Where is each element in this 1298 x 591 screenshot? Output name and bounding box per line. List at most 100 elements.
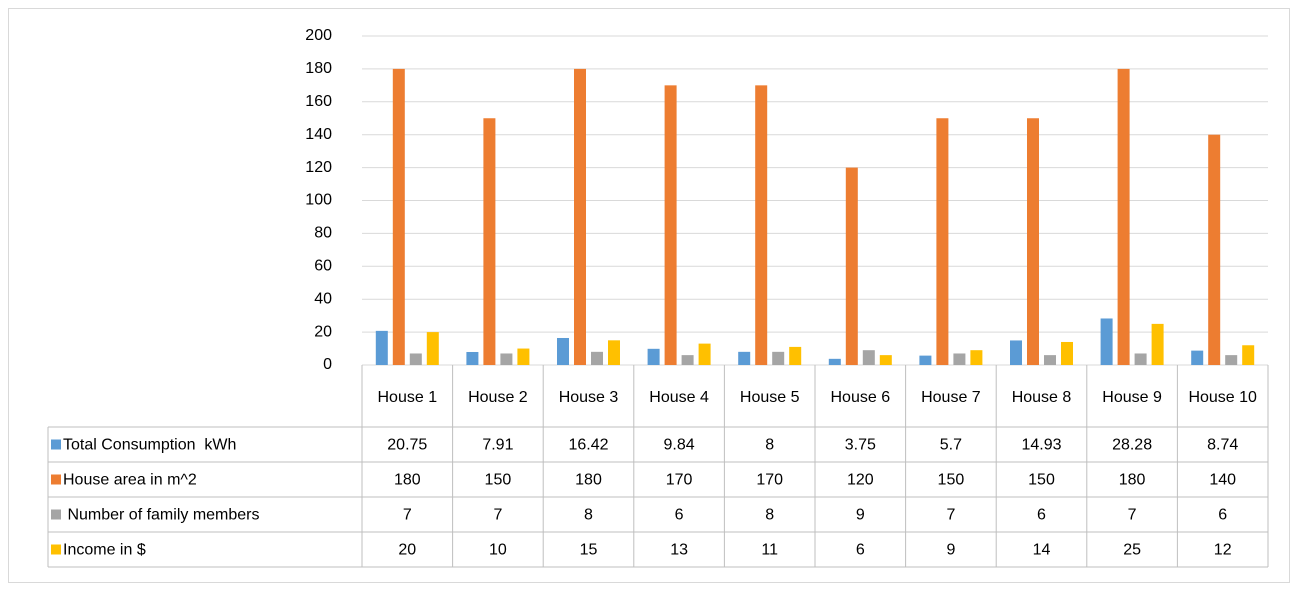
y-tick-label: 0 <box>323 356 332 373</box>
table-cell: 12 <box>1214 542 1232 559</box>
bar <box>919 355 932 365</box>
bar <box>1225 355 1238 365</box>
y-tick-label: 60 <box>314 258 332 275</box>
x-tick-label: House 8 <box>1012 389 1072 406</box>
bar <box>1242 345 1255 365</box>
table-cell: 180 <box>394 472 421 489</box>
table-cell: 170 <box>666 472 693 489</box>
legend-label: Income in $ <box>63 542 146 559</box>
legend-key <box>51 439 61 450</box>
table-cell: 28.28 <box>1112 437 1152 454</box>
table-cell: 6 <box>675 507 684 524</box>
bar <box>828 358 841 365</box>
legend-key <box>51 509 61 520</box>
table-cell: 9.84 <box>664 437 695 454</box>
bar <box>375 330 388 365</box>
y-tick-label: 160 <box>305 93 332 110</box>
table-cell: 6 <box>1037 507 1046 524</box>
bar <box>1151 323 1164 365</box>
table-cell: 170 <box>756 472 783 489</box>
bar <box>483 118 496 365</box>
table-cell: 9 <box>946 542 955 559</box>
bar <box>953 353 966 365</box>
bar <box>664 85 677 365</box>
table-cell: 120 <box>847 472 874 489</box>
bar <box>426 332 439 365</box>
bar <box>738 351 751 365</box>
bar <box>409 353 422 365</box>
bar <box>647 348 660 365</box>
y-tick-label: 80 <box>314 225 332 242</box>
table-cell: 6 <box>1218 507 1227 524</box>
table-cell: 180 <box>575 472 602 489</box>
bar <box>574 68 586 366</box>
x-tick-label: House 9 <box>1102 389 1162 406</box>
table-cell: 7 <box>1128 507 1137 524</box>
legend-label: Number of family members <box>63 507 260 524</box>
bar <box>936 118 949 365</box>
table-cell: 25 <box>1123 542 1141 559</box>
bar <box>466 351 479 365</box>
x-tick-label: House 1 <box>378 389 438 406</box>
bar <box>557 337 569 365</box>
y-tick-label: 120 <box>305 159 332 176</box>
table-cell: 9 <box>856 507 865 524</box>
bar <box>789 346 802 365</box>
table-cell: 6 <box>856 542 865 559</box>
y-tick-label: 140 <box>305 126 332 143</box>
x-tick-label: House 7 <box>921 389 981 406</box>
bar <box>392 68 405 366</box>
x-tick-label: House 4 <box>649 389 709 406</box>
bar <box>1100 318 1113 365</box>
bar <box>879 355 892 365</box>
y-tick-label: 180 <box>305 60 332 77</box>
table-cell: 8.74 <box>1207 437 1238 454</box>
legend-key <box>51 544 61 555</box>
table-cell: 7 <box>493 507 502 524</box>
y-tick-label: 100 <box>305 192 332 209</box>
table-cell: 7.91 <box>482 437 513 454</box>
table-cell: 15 <box>580 542 598 559</box>
table-cell: 8 <box>765 437 774 454</box>
legend-label: House area in m^2 <box>63 472 197 489</box>
bar <box>1027 118 1039 365</box>
table-cell: 150 <box>938 472 965 489</box>
table-cell: 20.75 <box>387 437 427 454</box>
bar <box>500 353 513 365</box>
bar <box>608 340 620 365</box>
bar <box>1061 341 1073 365</box>
table-cell: 14.93 <box>1021 437 1061 454</box>
bar <box>591 351 603 365</box>
table-cell: 11 <box>761 542 778 559</box>
table-cell: 180 <box>1119 472 1146 489</box>
bar <box>698 343 711 365</box>
table-cell: 14 <box>1033 542 1051 559</box>
bar <box>772 351 785 365</box>
table-cell: 150 <box>485 472 512 489</box>
bar <box>1044 355 1056 365</box>
table-cell: 3.75 <box>845 437 876 454</box>
legend-key <box>51 474 61 485</box>
table-cell: 13 <box>670 542 688 559</box>
table-cell: 8 <box>584 507 593 524</box>
bar <box>862 350 875 365</box>
table-cell: 7 <box>946 507 955 524</box>
bar <box>1134 353 1147 365</box>
bar <box>1010 340 1022 365</box>
legend-label: Total Consumption kWh <box>63 437 236 454</box>
bar <box>1191 350 1204 365</box>
x-tick-label: House 3 <box>559 389 619 406</box>
x-tick-label: House 6 <box>831 389 891 406</box>
bar <box>517 348 530 365</box>
y-tick-label: 20 <box>314 323 332 340</box>
bar <box>681 355 694 365</box>
x-tick-label: House 10 <box>1188 389 1257 406</box>
bar <box>1117 68 1130 366</box>
table-cell: 140 <box>1209 472 1236 489</box>
x-tick-label: House 2 <box>468 389 528 406</box>
table-cell: 7 <box>403 507 412 524</box>
table-cell: 10 <box>489 542 507 559</box>
table-cell: 150 <box>1028 472 1055 489</box>
